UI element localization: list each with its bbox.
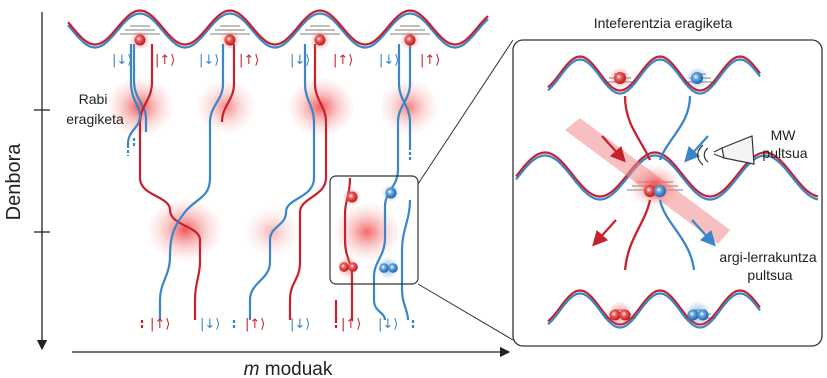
ket-up-b1: |↑⟩ — [150, 317, 170, 332]
inset-paths — [623, 95, 696, 271]
light-shift-label: argi-lerrakuntza pultsua — [719, 249, 820, 283]
ket-down-b1: |↓⟩ — [200, 317, 220, 332]
particle — [224, 34, 236, 46]
potential-curve — [515, 154, 819, 201]
y-axis-label: Denbora — [3, 143, 25, 221]
ket-down-3: |↓⟩ — [290, 53, 310, 68]
ket-up-3: |↑⟩ — [333, 53, 353, 68]
potential-curve — [547, 55, 761, 92]
ket-up-1: |↑⟩ — [155, 53, 175, 68]
bottom-dashes — [140, 320, 415, 330]
particle — [404, 34, 416, 46]
inset-arrows — [592, 135, 716, 247]
potential-curve — [67, 12, 489, 49]
top-potential-wave — [67, 9, 489, 50]
zoom-particles — [337, 184, 400, 279]
ket-down-b2: |↓⟩ — [290, 317, 310, 332]
trajectory-paths — [126, 44, 412, 321]
potential-curve — [515, 151, 819, 198]
ket-down-1: |↓⟩ — [112, 53, 132, 68]
ket-up-b3: |↑⟩ — [341, 317, 361, 332]
rabi-label: Rabi eragiketa — [66, 91, 124, 127]
ket-up-2: |↑⟩ — [239, 53, 259, 68]
potential-curve — [547, 292, 761, 329]
rabi-glows — [106, 77, 439, 137]
potential-curve — [547, 58, 761, 95]
ket-up-b2: |↑⟩ — [245, 317, 265, 332]
potential-curve — [67, 9, 489, 46]
ket-down-4: |↓⟩ — [379, 53, 399, 68]
time-axis — [34, 12, 50, 351]
bottom-kets: |↑⟩ |↓⟩ |↑⟩ |↓⟩ |↑⟩ |↓⟩ — [150, 317, 398, 332]
top-kets: |↓⟩ |↑⟩ |↓⟩ |↑⟩ |↓⟩ |↑⟩ |↓⟩ |↑⟩ — [112, 53, 440, 68]
ket-down-2: |↓⟩ — [199, 53, 219, 68]
mw-label: MW pultsua — [762, 127, 807, 161]
particle — [314, 34, 326, 46]
potential-curve — [547, 289, 761, 326]
inset-particles — [607, 67, 711, 327]
inset-title: Inteferentzia eragiketa — [594, 15, 733, 31]
zoom-frame — [329, 39, 514, 341]
microwave-horn-icon — [697, 135, 755, 166]
particle — [134, 34, 146, 46]
ket-down-b3: |↓⟩ — [378, 317, 398, 332]
ket-up-4: |↑⟩ — [420, 53, 440, 68]
x-axis-label: m moduak — [244, 359, 333, 378]
